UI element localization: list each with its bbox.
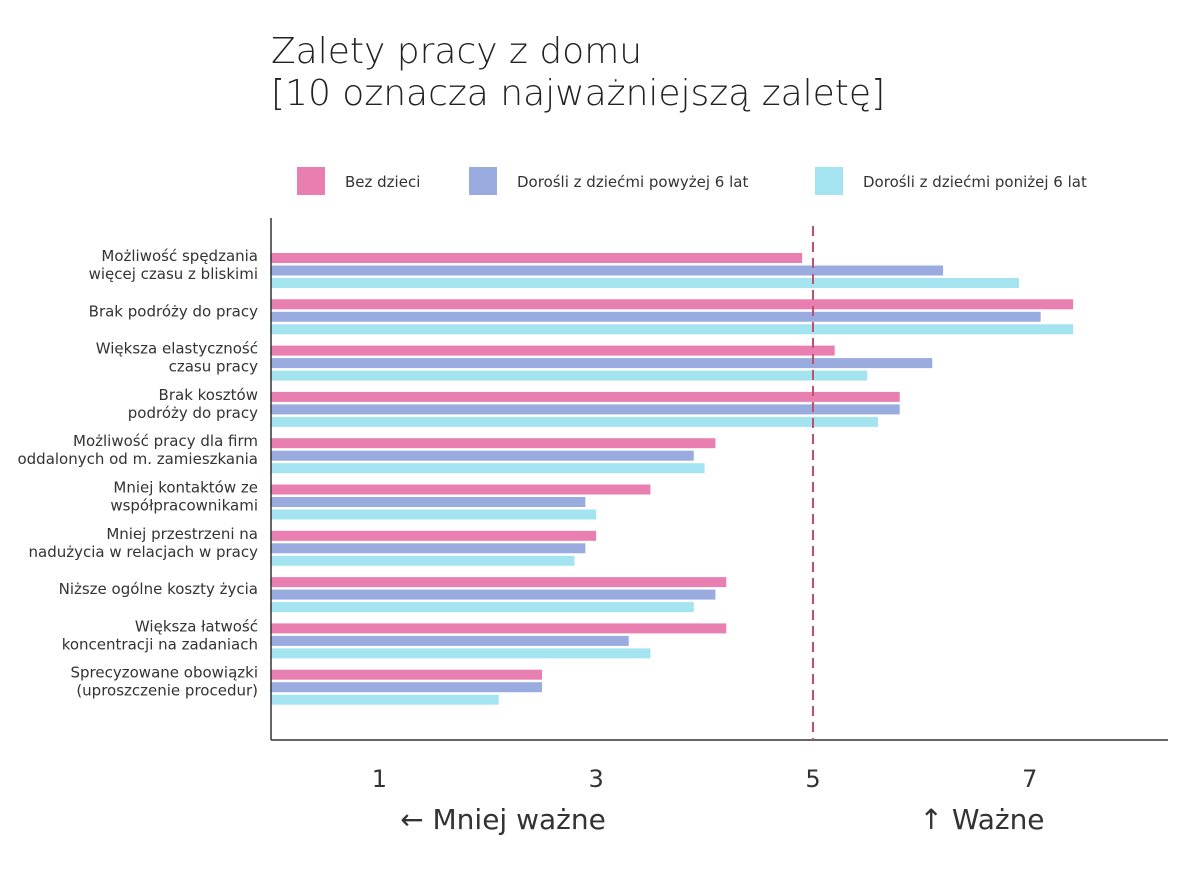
bar <box>271 589 716 600</box>
bar <box>271 253 803 263</box>
x-label-less-important: ← Mniej ważne <box>400 803 606 836</box>
category-label: Mniej kontaktów ze <box>113 479 258 497</box>
legend-label: Dorośli z dziećmi powyżej 6 lat <box>517 173 748 191</box>
category-label: Niższe ogólne koszty życia <box>59 580 258 598</box>
bar <box>271 635 629 646</box>
legend-label: Dorośli z dziećmi poniżej 6 lat <box>863 173 1087 191</box>
bar <box>271 438 716 449</box>
bar <box>271 391 900 402</box>
bar <box>271 265 944 276</box>
bar <box>271 358 933 369</box>
chart-title-line: Zalety pracy z domu <box>271 31 642 72</box>
category-label: Możliwość pracy dla firm <box>73 432 258 450</box>
category-label: czasu pracy <box>169 358 259 376</box>
category-label: podróży do pracy <box>128 404 258 422</box>
bar <box>271 416 879 427</box>
bar <box>271 694 499 705</box>
bar <box>271 404 900 415</box>
x-tick-label: 1 <box>372 765 387 793</box>
category-label: Brak kosztów <box>159 386 258 404</box>
category-label: Większa elastyczność <box>96 340 258 358</box>
bar <box>271 530 597 541</box>
legend-swatch <box>469 167 497 195</box>
bar <box>271 450 694 461</box>
category-label: Sprecyzowane obowiązki <box>71 664 258 682</box>
bar <box>271 682 542 693</box>
x-tick-label: 3 <box>589 765 604 793</box>
x-label-important: ↑ Ważne <box>919 803 1044 836</box>
chart-title-line: [10 oznacza najważniejszą zaletę] <box>271 73 885 114</box>
bar <box>271 602 694 613</box>
bar <box>271 278 1019 288</box>
bar <box>271 463 705 474</box>
category-label: (uproszczenie procedur) <box>76 682 258 700</box>
bar <box>271 324 1074 335</box>
legend-swatch <box>815 167 843 195</box>
bar <box>271 370 868 381</box>
category-label: Brak podróży do pracy <box>89 302 258 320</box>
category-label: nadużycia w relacjach w pracy <box>29 543 259 561</box>
bar <box>271 484 651 495</box>
category-label: oddalonych od m. zamieszkania <box>17 450 258 468</box>
bar <box>271 509 597 520</box>
bar <box>271 577 727 588</box>
bar <box>271 543 586 554</box>
category-label: koncentracji na zadaniach <box>62 635 258 653</box>
category-label: Możliwość spędzania <box>101 247 258 265</box>
legend-label: Bez dzieci <box>345 173 420 191</box>
category-label: Większa łatwość <box>135 617 258 635</box>
bar <box>271 299 1074 310</box>
bar <box>271 311 1041 322</box>
category-label: Mniej przestrzeni na <box>106 525 258 543</box>
category-label: więcej czasu z bliskimi <box>89 265 258 283</box>
bar <box>271 623 727 634</box>
category-label: współpracownikami <box>110 497 258 515</box>
bar <box>271 345 835 356</box>
legend-swatch <box>297 167 325 195</box>
x-tick-label: 5 <box>805 765 820 793</box>
bar <box>271 648 651 659</box>
x-tick-label: 7 <box>1022 765 1037 793</box>
bar <box>271 555 575 566</box>
bar <box>271 497 586 507</box>
bar <box>271 669 542 680</box>
